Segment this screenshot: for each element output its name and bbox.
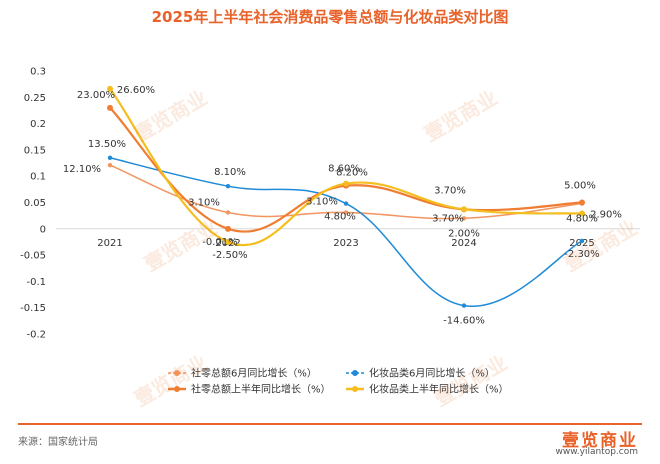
legend-item[interactable]: 社零总额6月同比增长（%） xyxy=(168,367,317,380)
series-line-3 xyxy=(108,87,584,247)
y-tick-label: 0 xyxy=(40,224,46,235)
data-point xyxy=(225,183,231,189)
footer-divider xyxy=(18,423,642,425)
legend-item[interactable]: 化妆品类6月同比增长（%） xyxy=(346,367,495,380)
data-label: 2.00% xyxy=(448,228,480,239)
data-label: 13.50% xyxy=(88,139,126,150)
data-label: 26.60% xyxy=(117,85,155,96)
data-label: 3.10% xyxy=(188,197,220,208)
data-point xyxy=(343,180,349,187)
data-point xyxy=(107,104,113,111)
data-point xyxy=(107,155,113,160)
data-point xyxy=(579,199,585,206)
data-point xyxy=(579,210,585,217)
data-label: 23.00% xyxy=(77,90,115,101)
data-label: 3.70% xyxy=(434,185,466,196)
data-point xyxy=(107,162,113,168)
data-point xyxy=(579,238,585,244)
legend-marker xyxy=(174,370,180,376)
data-point xyxy=(225,238,231,245)
brand-website[interactable]: www.yilantop.com xyxy=(555,447,639,457)
data-point xyxy=(225,210,231,215)
legend-label: 社零总额6月同比增长（%） xyxy=(191,367,317,380)
series-line-2 xyxy=(108,106,584,233)
data-point xyxy=(461,206,467,213)
legend-marker xyxy=(352,386,358,392)
legend-marker xyxy=(352,370,358,376)
legend-item[interactable]: 化妆品类上半年同比增长（%） xyxy=(346,383,509,396)
data-point xyxy=(461,216,467,221)
data-label: 8.20% xyxy=(336,168,368,179)
legend-label: 化妆品类6月同比增长（%） xyxy=(369,367,495,380)
data-label: -2.50% xyxy=(212,250,247,261)
data-point xyxy=(461,303,467,308)
data-label: 4.80% xyxy=(566,214,598,225)
legend-label: 社零总额上半年同比增长（%） xyxy=(191,383,331,396)
data-label: -0.01% xyxy=(202,237,237,248)
data-label: 3.70% xyxy=(432,213,464,224)
y-tick-label: 0.25 xyxy=(24,93,46,104)
data-label: 8.10% xyxy=(214,167,246,178)
y-tick-label: -0.05 xyxy=(20,251,46,262)
data-label: 4.80% xyxy=(324,212,356,223)
legend-label: 化妆品类上半年同比增长（%） xyxy=(369,383,509,396)
y-tick-label: -0.15 xyxy=(20,303,46,314)
data-point xyxy=(225,225,231,232)
legend-item[interactable]: 社零总额上半年同比增长（%） xyxy=(168,383,331,396)
legend-marker xyxy=(174,386,180,392)
source-note: 来源：国家统计局 xyxy=(18,437,98,448)
data-label: 8.60% xyxy=(328,164,360,175)
data-point xyxy=(107,85,113,92)
y-tick-label: -0.1 xyxy=(26,277,46,288)
y-tick-label: 0.05 xyxy=(24,198,46,209)
brand-logo[interactable]: 壹览商业 xyxy=(562,431,638,451)
y-tick-label: 0.1 xyxy=(30,172,46,183)
y-tick-label: -0.2 xyxy=(26,330,46,341)
data-point xyxy=(343,201,349,206)
data-label: -2.30% xyxy=(564,249,599,260)
x-tick-label: 2024 xyxy=(451,238,476,249)
data-label: 3.10% xyxy=(306,196,338,207)
series-line-1 xyxy=(109,157,583,307)
data-label: 12.10% xyxy=(63,164,101,175)
data-label: 5.00% xyxy=(564,181,596,192)
x-tick-label: 2021 xyxy=(97,238,122,249)
y-tick-label: 0.3 xyxy=(30,67,46,78)
chart-canvas: 0.3 0.25 0.2 0.15 0.1 0.05 0 -0.05 -0.1 -0.15 -0.2… xyxy=(20,67,640,396)
chart-title: 2025年上半年社会消费品零售总额与化妆品类对比图 xyxy=(151,8,509,26)
x-tick-label: 2025 xyxy=(569,238,594,249)
y-tick-label: 0.2 xyxy=(30,119,46,130)
data-label: 2.90% xyxy=(590,210,622,221)
y-tick-label: 0.15 xyxy=(24,145,46,156)
x-tick-label: 2023 xyxy=(333,238,358,249)
data-point xyxy=(343,210,349,215)
data-label: -14.60% xyxy=(443,316,485,327)
